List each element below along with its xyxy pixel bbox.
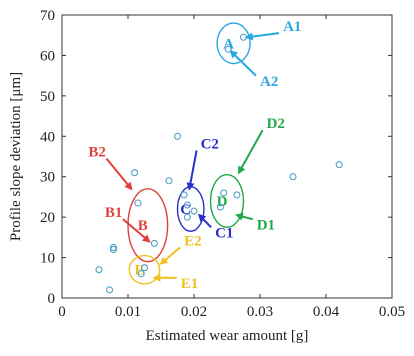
y-tick-label: 0 [48,291,56,307]
y-tick-label: 60 [40,48,55,64]
y-tick-label: 70 [40,8,55,24]
annotation-label-b1: B1 [105,205,123,221]
data-point [191,208,197,214]
plot-frame [62,15,392,298]
group-label-d: D [217,194,228,210]
annotation-label-a2: A2 [260,74,278,90]
x-tick-label: 0 [58,304,66,320]
y-tick-label: 30 [40,170,55,186]
data-point [96,267,102,273]
annotation-arrow-e2 [161,247,180,263]
annotation-label-d1: D1 [257,217,275,233]
x-tick-label: 0.02 [181,304,207,320]
data-point [175,133,181,139]
annotation-label-a1: A1 [283,19,301,35]
annotation-arrow-b2 [106,159,131,189]
annotation-arrow-c2 [189,150,196,188]
annotation-arrow-a1 [247,33,279,37]
data-point [241,34,247,40]
x-tick-label: 0.03 [247,304,273,320]
y-tick-label: 20 [40,210,55,226]
annotation-arrow-d2 [239,130,263,172]
data-point [181,192,187,198]
annotation-label-e1: E1 [181,276,199,292]
data-point [234,192,240,198]
annotation-label-e2: E2 [184,233,202,249]
data-point [336,162,342,168]
y-tick-label: 40 [40,129,55,145]
data-point [107,287,113,293]
annotation-label-c1: C1 [215,225,233,241]
x-tick-label: 0.05 [379,304,405,320]
data-point [151,240,157,246]
y-tick-label: 10 [40,251,55,267]
x-tick-label: 0.04 [313,304,340,320]
x-axis-label: Estimated wear amount [g] [146,328,309,344]
x-tick-label: 0.01 [115,304,141,320]
y-axis-label: Profile slope deviation [μm] [8,72,24,241]
annotation-label-b2: B2 [88,145,106,161]
y-tick-label: 50 [40,89,55,105]
data-point [135,200,141,206]
data-point [290,174,296,180]
data-point [132,170,138,176]
annotation-label-d2: D2 [267,116,285,132]
annotation-label-c2: C2 [201,136,219,152]
data-point [166,178,172,184]
